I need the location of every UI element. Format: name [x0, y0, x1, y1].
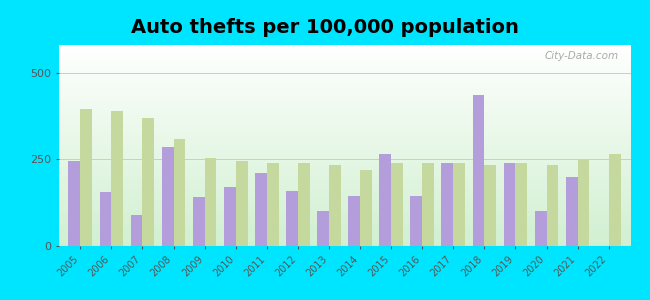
Bar	[142, 118, 154, 246]
Bar	[515, 163, 527, 246]
Bar	[224, 187, 236, 246]
Bar	[162, 147, 174, 246]
Text: Auto thefts per 100,000 population: Auto thefts per 100,000 population	[131, 18, 519, 37]
Bar	[68, 161, 80, 246]
Bar	[80, 109, 92, 246]
Bar	[255, 173, 266, 246]
Bar	[348, 196, 360, 246]
Bar	[286, 190, 298, 246]
Bar	[535, 211, 547, 246]
Bar	[473, 95, 484, 246]
Bar	[298, 163, 309, 246]
Bar	[547, 165, 558, 246]
Bar	[441, 163, 453, 246]
Bar	[566, 177, 578, 246]
Bar	[193, 197, 205, 246]
Bar	[317, 211, 329, 246]
Bar	[360, 170, 372, 246]
Bar	[174, 139, 185, 246]
Bar	[111, 111, 123, 246]
Bar	[410, 196, 422, 246]
Bar	[99, 192, 111, 246]
Bar	[329, 165, 341, 246]
Bar	[453, 163, 465, 246]
Bar	[484, 165, 496, 246]
Bar	[266, 163, 279, 246]
Bar	[205, 158, 216, 246]
Bar	[504, 163, 515, 246]
Bar	[609, 154, 621, 246]
Bar	[236, 161, 248, 246]
Bar	[131, 215, 142, 246]
Bar	[391, 163, 403, 246]
Bar	[380, 154, 391, 246]
Text: City-Data.com: City-Data.com	[545, 51, 619, 61]
Bar	[578, 159, 590, 246]
Bar	[422, 163, 434, 246]
